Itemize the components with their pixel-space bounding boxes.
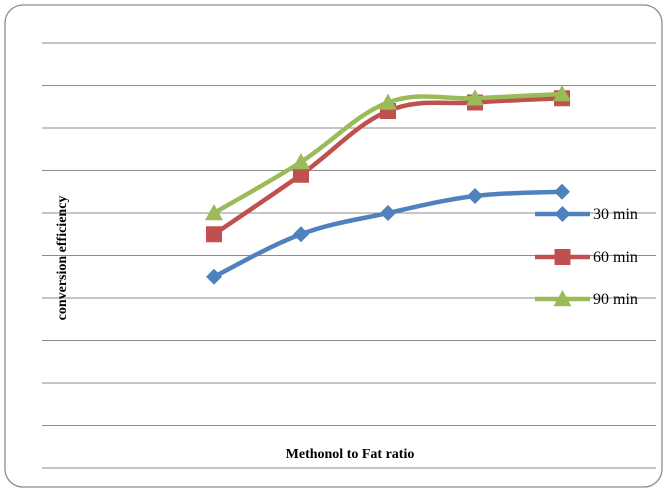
data-point: [467, 188, 483, 204]
data-point: [554, 183, 570, 200]
legend-item: 30 min: [535, 206, 638, 223]
x-axis-label: Methonol to Fat ratio: [286, 447, 415, 462]
legend-item: 60 min: [535, 249, 638, 266]
chart-border: [4, 4, 663, 488]
legend-label: 30 min: [593, 206, 638, 223]
series-30-min: [206, 183, 570, 285]
legend-label: 90 min: [593, 291, 638, 308]
legend-marker: [554, 206, 571, 222]
data-point: [292, 153, 310, 170]
y-axis-label: conversion efficiency: [55, 196, 70, 321]
data-point: [206, 226, 222, 243]
data-point: [466, 89, 484, 106]
legend-item: 90 min: [535, 290, 638, 308]
legend-marker: [553, 290, 572, 307]
data-point: [293, 226, 309, 243]
series-90-min: [205, 85, 571, 221]
legend-label: 60 min: [593, 249, 638, 266]
data-point: [380, 205, 396, 221]
data-point: [553, 85, 571, 102]
series-layer: [205, 85, 571, 285]
data-point: [379, 93, 397, 110]
data-point: [293, 166, 309, 183]
legend-marker: [554, 249, 571, 265]
legend: 30 min 60 min 90 min: [535, 206, 638, 308]
data-point: [205, 204, 223, 221]
data-point: [206, 268, 222, 285]
